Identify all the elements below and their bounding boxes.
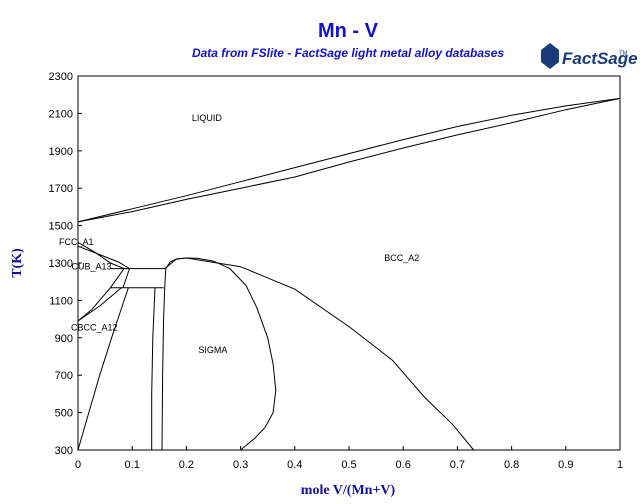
- phase-boundary-13: [161, 257, 187, 451]
- phase-boundaries: [77, 97, 621, 451]
- y-tick-label: 2300: [49, 71, 73, 83]
- phase-boundary-15: [186, 257, 475, 451]
- y-tick-label: 1900: [49, 146, 73, 158]
- phase-label: FCC_A1: [59, 237, 94, 247]
- y-tick-label: 1100: [49, 295, 73, 307]
- phase-label: SIGMA: [198, 345, 227, 355]
- y-axis: 300 500 700 900 1100 1300 1500 1700 1900 2100 2300: [49, 71, 82, 457]
- phase-labels: LIQUID BCC_A2 FCC_A1 CUB_A13 CBCC_A12 SIGMA: [59, 113, 419, 355]
- factsage-logo: FactSage TM: [541, 43, 638, 69]
- y-tick-label: 1500: [49, 221, 73, 233]
- y-tick-label: 1700: [49, 183, 73, 195]
- x-tick-label: 0.9: [558, 459, 573, 471]
- logo-mark-icon: [541, 43, 559, 69]
- phase-boundary-11: [77, 287, 129, 451]
- phase-boundary-6: [110, 268, 125, 288]
- y-tick-label: 300: [55, 445, 73, 457]
- x-tick-label: 0.6: [396, 459, 411, 471]
- x-axis-label: mole V/(Mn+V): [301, 483, 396, 498]
- phase-boundary-7: [122, 268, 130, 288]
- phase-boundary-10: [77, 287, 122, 322]
- x-tick-label: 0.8: [504, 459, 519, 471]
- chart-title: Mn - V: [318, 20, 379, 42]
- y-tick-label: 700: [55, 370, 73, 382]
- x-tick-label: 0.3: [233, 459, 248, 471]
- x-tick-label: 1: [617, 459, 623, 471]
- logo-text: FactSage: [562, 49, 638, 68]
- x-tick-label: 0.2: [179, 459, 194, 471]
- phase-boundary-12: [151, 287, 156, 450]
- x-tick-label: 0.7: [450, 459, 465, 471]
- phase-boundary-3: [77, 241, 125, 270]
- x-tick-label: 0.5: [341, 459, 356, 471]
- x-tick-label: 0: [75, 459, 81, 471]
- phase-boundary-1: [77, 97, 621, 223]
- phase-label: CBCC_A12: [71, 322, 118, 332]
- x-tick-label: 0.4: [287, 459, 302, 471]
- phase-boundary-9: [77, 287, 111, 322]
- logo-tm: TM: [619, 51, 628, 57]
- y-tick-label: 2100: [49, 108, 73, 120]
- x-axis: 0 0.1 0.2 0.3 0.4 0.5 0.6 0.7 0.8 0.9 1: [75, 446, 623, 471]
- y-axis-label: T(K): [10, 248, 25, 278]
- phase-label: BCC_A2: [384, 253, 419, 263]
- phase-boundary-4: [77, 245, 130, 270]
- plot-frame: [77, 75, 621, 451]
- x-tick-label: 0.1: [125, 459, 140, 471]
- y-tick-label: 1300: [49, 258, 73, 270]
- y-tick-label: 500: [55, 408, 73, 420]
- phase-label: LIQUID: [192, 113, 223, 123]
- phase-boundary-2: [77, 97, 621, 223]
- y-tick-label: 900: [55, 333, 73, 345]
- chart-subtitle: Data from FSlite - FactSage light metal …: [192, 46, 504, 60]
- phase-label: CUB_A13: [71, 262, 111, 272]
